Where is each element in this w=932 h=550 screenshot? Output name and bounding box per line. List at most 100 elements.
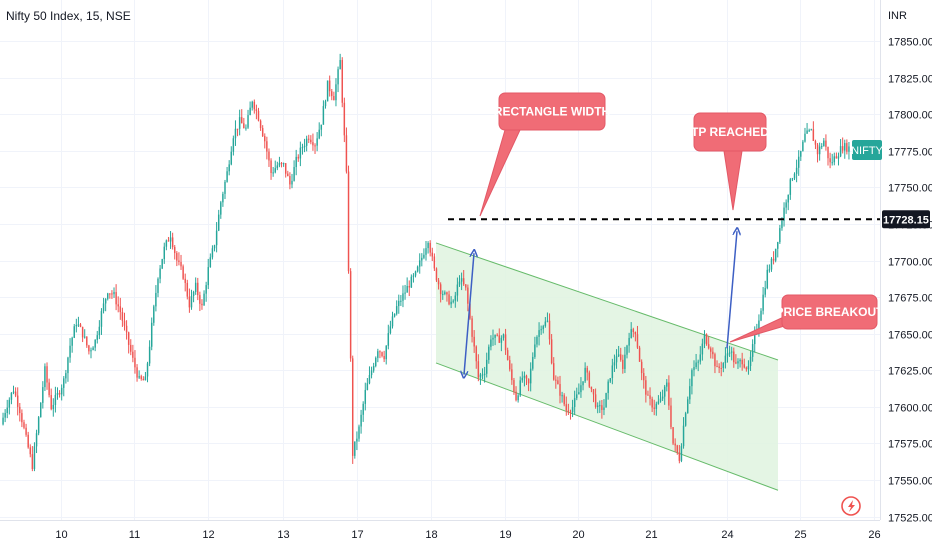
candle-body — [762, 294, 764, 311]
candle-body — [274, 168, 276, 173]
candle-body — [224, 181, 226, 194]
x-tick-label: 17 — [351, 529, 363, 541]
candle-body — [347, 171, 350, 272]
candle-body — [123, 320, 126, 326]
candle-body — [724, 355, 727, 364]
candle-body — [795, 167, 798, 174]
candle-body — [703, 334, 706, 344]
projection-arrow[interactable] — [726, 231, 737, 349]
candle-body — [653, 407, 655, 409]
candle-body — [320, 124, 323, 130]
candle-body — [647, 394, 649, 396]
candle-body — [823, 140, 825, 147]
candle-body — [712, 351, 714, 355]
candle-body — [802, 141, 804, 151]
candle-body — [408, 286, 410, 288]
candle-body — [833, 156, 836, 163]
candle-body — [774, 248, 777, 261]
candle-body — [722, 363, 725, 369]
candle-body — [400, 300, 402, 302]
candle-body — [481, 374, 484, 376]
candle-body — [222, 193, 224, 203]
candles — [2, 53, 850, 472]
candle-body — [586, 367, 588, 373]
candle-body — [825, 140, 827, 147]
candle-body — [220, 202, 222, 215]
candle-body — [818, 146, 821, 155]
candle-body — [35, 433, 38, 447]
callout-text: RECTANGLE WIDTH — [494, 105, 610, 119]
tp-reached-callout[interactable]: TP REACHED — [691, 112, 769, 211]
candle-body — [270, 160, 272, 174]
candle-body — [136, 367, 138, 378]
candle-body — [488, 346, 490, 360]
svg-text:17728.15: 17728.15 — [883, 214, 929, 226]
candle-body — [349, 271, 352, 359]
channel-fill — [436, 242, 778, 491]
candle-body — [433, 256, 436, 269]
price-breakout-callout[interactable]: PRICE BREAKOUT — [729, 294, 884, 343]
x-tick-label: 11 — [129, 529, 140, 541]
candle-body — [119, 306, 122, 313]
candle-body — [751, 344, 754, 357]
rectangle-width-callout[interactable]: RECTANGLE WIDTH — [479, 92, 610, 217]
candle-body — [366, 383, 369, 391]
candle-body — [787, 194, 789, 203]
candle-body — [48, 382, 50, 396]
candle-body — [335, 84, 337, 101]
candle-body — [573, 398, 576, 408]
candle-body — [245, 127, 247, 129]
candle-body — [92, 347, 94, 351]
candle-body — [228, 164, 230, 172]
x-tick-label: 26 — [868, 529, 880, 541]
candle-body — [322, 106, 325, 125]
candle-body — [536, 336, 538, 345]
candle-body — [372, 366, 375, 371]
x-tick-label: 19 — [499, 529, 511, 541]
x-tick-label: 20 — [572, 529, 584, 541]
candle-body — [435, 268, 438, 281]
channel-upper-line[interactable] — [435, 242, 779, 361]
candle-body — [783, 207, 785, 221]
channel-lower-line[interactable] — [435, 362, 779, 491]
candle-body — [259, 120, 262, 129]
candle-body — [611, 365, 614, 379]
candle-body — [552, 363, 555, 380]
target-price-badge: 17728.15 — [882, 210, 930, 229]
candle-body — [590, 386, 593, 390]
candle-body — [25, 427, 27, 435]
candle-body — [710, 348, 712, 352]
symbol-badge[interactable]: NIFTY — [851, 140, 884, 160]
rectangle-width-arrow[interactable] — [464, 253, 474, 374]
candle-body — [839, 146, 842, 157]
candle-body — [71, 337, 73, 346]
candle-body — [806, 130, 808, 134]
candle-body — [640, 361, 643, 374]
candle-body — [387, 333, 390, 346]
x-tick-label: 18 — [425, 529, 437, 541]
candle-body — [410, 276, 413, 288]
candle-body — [643, 373, 645, 381]
candle-body — [745, 367, 748, 370]
candle-body — [841, 146, 844, 151]
candle-body — [672, 427, 674, 444]
candle-body — [741, 359, 743, 365]
time-axis[interactable]: 10 11 12 13 17 18 19 20 21 24 25 26 — [0, 520, 881, 542]
candle-body — [140, 376, 142, 379]
candle-body — [169, 237, 172, 242]
candle-body — [37, 417, 40, 434]
candle-body — [661, 396, 664, 399]
candle-body — [351, 358, 354, 456]
candle-body — [718, 366, 720, 368]
candle-body — [241, 117, 243, 124]
candle-body — [624, 354, 626, 369]
price-axis[interactable]: INR 17525.00 17550.00 17575.00 17600.00 1762… — [880, 0, 932, 525]
candle-body — [310, 139, 312, 143]
candle-body — [146, 363, 149, 377]
lightning-icon[interactable] — [841, 496, 861, 516]
candle-body — [370, 370, 373, 376]
candle-body — [249, 107, 251, 116]
candle-body — [188, 296, 191, 308]
candle-body — [707, 344, 710, 349]
candle-body — [155, 292, 157, 307]
